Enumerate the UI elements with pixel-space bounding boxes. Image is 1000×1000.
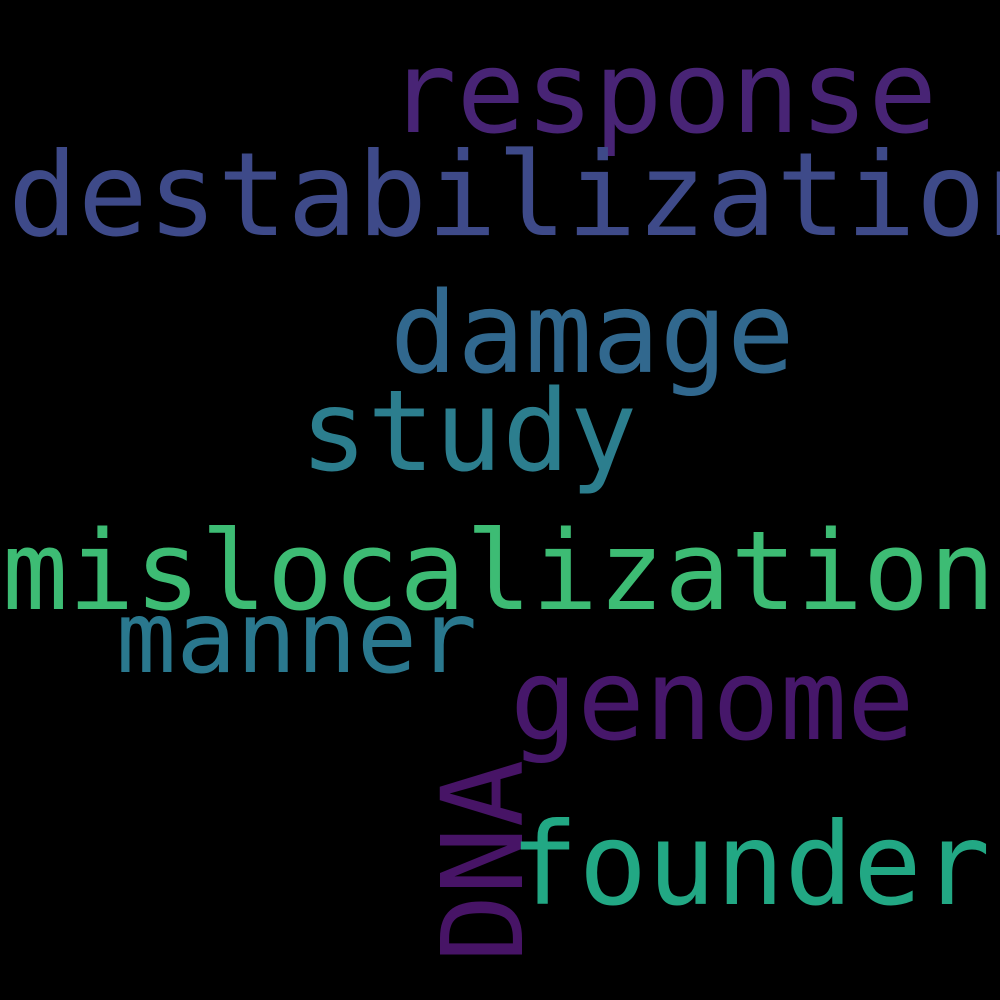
word-mislocalization: mislocalization <box>2 507 996 635</box>
word-founder: founder <box>510 798 991 931</box>
word-destabilization: destabilization <box>8 128 1000 263</box>
word-genome: genome <box>510 636 915 766</box>
word-damage: damage <box>390 269 795 399</box>
word-study: study <box>300 367 638 497</box>
word-response: response <box>388 26 938 159</box>
word-manner: manner <box>116 579 478 696</box>
